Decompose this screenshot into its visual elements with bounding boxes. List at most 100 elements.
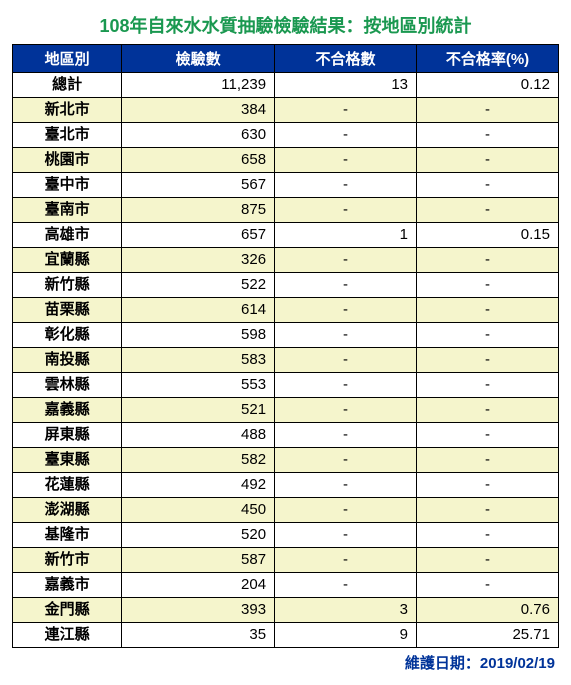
cell-region: 南投縣 bbox=[13, 348, 122, 373]
cell-fail: - bbox=[275, 273, 417, 298]
table-row: 苗栗縣614-- bbox=[13, 298, 559, 323]
cell-rate: - bbox=[417, 473, 559, 498]
cell-fail: 1 bbox=[275, 223, 417, 248]
cell-region: 澎湖縣 bbox=[13, 498, 122, 523]
page-title: 108年自來水水質抽驗檢驗結果：按地區別統計 bbox=[12, 12, 559, 38]
cell-rate: - bbox=[417, 423, 559, 448]
cell-region: 桃園市 bbox=[13, 148, 122, 173]
cell-count: 630 bbox=[122, 123, 275, 148]
cell-rate: - bbox=[417, 123, 559, 148]
table-row: 宜蘭縣326-- bbox=[13, 248, 559, 273]
cell-fail: - bbox=[275, 98, 417, 123]
cell-rate: 0.15 bbox=[417, 223, 559, 248]
cell-fail: - bbox=[275, 523, 417, 548]
cell-fail: - bbox=[275, 473, 417, 498]
cell-count: 326 bbox=[122, 248, 275, 273]
cell-count: 658 bbox=[122, 148, 275, 173]
table-row: 臺北市630-- bbox=[13, 123, 559, 148]
table-row: 臺南市875-- bbox=[13, 198, 559, 223]
cell-count: 567 bbox=[122, 173, 275, 198]
cell-rate: - bbox=[417, 298, 559, 323]
header-row: 地區別 檢驗數 不合格數 不合格率(%) bbox=[13, 45, 559, 73]
table-row: 總計11,239130.12 bbox=[13, 73, 559, 98]
cell-count: 384 bbox=[122, 98, 275, 123]
cell-fail: - bbox=[275, 298, 417, 323]
cell-count: 492 bbox=[122, 473, 275, 498]
cell-region: 基隆市 bbox=[13, 523, 122, 548]
cell-fail: - bbox=[275, 423, 417, 448]
cell-rate: - bbox=[417, 273, 559, 298]
table-row: 金門縣39330.76 bbox=[13, 598, 559, 623]
cell-fail: - bbox=[275, 198, 417, 223]
cell-region: 連江縣 bbox=[13, 623, 122, 648]
cell-fail: - bbox=[275, 498, 417, 523]
cell-rate: - bbox=[417, 523, 559, 548]
cell-fail: - bbox=[275, 348, 417, 373]
cell-count: 450 bbox=[122, 498, 275, 523]
cell-region: 臺東縣 bbox=[13, 448, 122, 473]
cell-region: 宜蘭縣 bbox=[13, 248, 122, 273]
col-region: 地區別 bbox=[13, 45, 122, 73]
cell-region: 彰化縣 bbox=[13, 323, 122, 348]
cell-region: 臺中市 bbox=[13, 173, 122, 198]
cell-rate: - bbox=[417, 248, 559, 273]
cell-count: 875 bbox=[122, 198, 275, 223]
cell-rate: - bbox=[417, 173, 559, 198]
cell-count: 35 bbox=[122, 623, 275, 648]
cell-count: 657 bbox=[122, 223, 275, 248]
cell-fail: - bbox=[275, 173, 417, 198]
table-row: 新北市384-- bbox=[13, 98, 559, 123]
footer-date: 維護日期：2019/02/19 bbox=[12, 652, 559, 673]
cell-rate: - bbox=[417, 573, 559, 598]
table-row: 雲林縣553-- bbox=[13, 373, 559, 398]
cell-count: 204 bbox=[122, 573, 275, 598]
cell-region: 新北市 bbox=[13, 98, 122, 123]
cell-count: 393 bbox=[122, 598, 275, 623]
cell-count: 520 bbox=[122, 523, 275, 548]
cell-region: 金門縣 bbox=[13, 598, 122, 623]
table-row: 桃園市658-- bbox=[13, 148, 559, 173]
cell-count: 553 bbox=[122, 373, 275, 398]
cell-count: 522 bbox=[122, 273, 275, 298]
cell-fail: - bbox=[275, 448, 417, 473]
cell-count: 598 bbox=[122, 323, 275, 348]
table-row: 基隆市520-- bbox=[13, 523, 559, 548]
cell-rate: 0.12 bbox=[417, 73, 559, 98]
cell-rate: - bbox=[417, 373, 559, 398]
table-row: 臺東縣582-- bbox=[13, 448, 559, 473]
table-row: 嘉義縣521-- bbox=[13, 398, 559, 423]
cell-region: 苗栗縣 bbox=[13, 298, 122, 323]
cell-count: 11,239 bbox=[122, 73, 275, 98]
cell-fail: 9 bbox=[275, 623, 417, 648]
table-row: 新竹市587-- bbox=[13, 548, 559, 573]
cell-rate: - bbox=[417, 398, 559, 423]
table-row: 彰化縣598-- bbox=[13, 323, 559, 348]
cell-region: 嘉義市 bbox=[13, 573, 122, 598]
cell-region: 高雄市 bbox=[13, 223, 122, 248]
cell-fail: - bbox=[275, 573, 417, 598]
cell-rate: - bbox=[417, 148, 559, 173]
table-row: 澎湖縣450-- bbox=[13, 498, 559, 523]
cell-rate: - bbox=[417, 98, 559, 123]
cell-rate: - bbox=[417, 498, 559, 523]
cell-rate: - bbox=[417, 198, 559, 223]
cell-region: 花蓮縣 bbox=[13, 473, 122, 498]
cell-rate: - bbox=[417, 448, 559, 473]
cell-region: 嘉義縣 bbox=[13, 398, 122, 423]
table-row: 花蓮縣492-- bbox=[13, 473, 559, 498]
col-fail: 不合格數 bbox=[275, 45, 417, 73]
cell-count: 488 bbox=[122, 423, 275, 448]
data-table: 地區別 檢驗數 不合格數 不合格率(%) 總計11,239130.12新北市38… bbox=[12, 44, 559, 648]
cell-fail: - bbox=[275, 398, 417, 423]
col-count: 檢驗數 bbox=[122, 45, 275, 73]
cell-fail: - bbox=[275, 248, 417, 273]
table-row: 臺中市567-- bbox=[13, 173, 559, 198]
cell-rate: - bbox=[417, 548, 559, 573]
cell-region: 新竹縣 bbox=[13, 273, 122, 298]
cell-fail: - bbox=[275, 548, 417, 573]
cell-fail: - bbox=[275, 373, 417, 398]
cell-fail: - bbox=[275, 123, 417, 148]
cell-fail: - bbox=[275, 148, 417, 173]
table-row: 嘉義市204-- bbox=[13, 573, 559, 598]
cell-count: 521 bbox=[122, 398, 275, 423]
